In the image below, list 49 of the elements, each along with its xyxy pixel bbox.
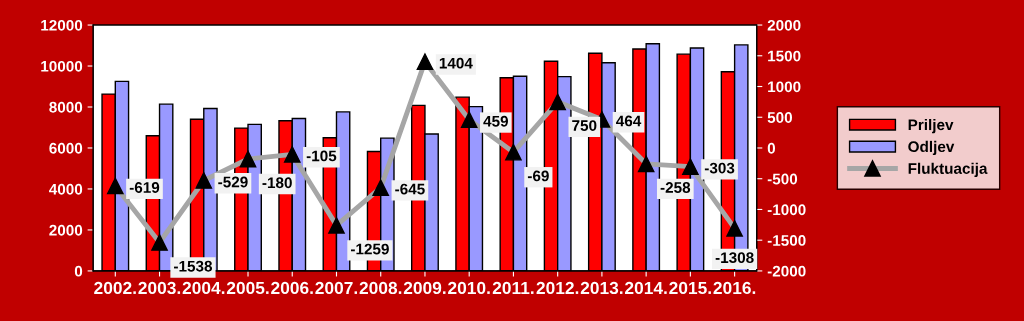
- x-tick-label: 2009.: [403, 281, 446, 295]
- x-tick-label: 2011.: [492, 281, 534, 295]
- y2-tick-label: -2000: [767, 265, 806, 277]
- x-tick-label: 2002.: [94, 281, 136, 295]
- y2-tick-label: -1000: [767, 204, 806, 216]
- y2-tick-label: 1500: [768, 50, 801, 62]
- data-label: -258: [660, 182, 691, 193]
- legend-label: Fluktuacija: [908, 162, 988, 177]
- y-tick-label: 12000: [41, 19, 83, 31]
- x-tick-label: 2015.: [669, 281, 711, 295]
- y2-tick-label: 2000: [767, 19, 801, 31]
- data-label: -1259: [350, 243, 389, 255]
- data-label: 1404: [439, 57, 473, 69]
- data-label: -303: [704, 162, 735, 174]
- y-tick-label: 6000: [49, 142, 83, 154]
- y-tick-label: 2000: [49, 224, 83, 236]
- y2-tick-label: 1000: [768, 81, 801, 93]
- data-label: -105: [306, 150, 337, 162]
- y-tick-label: 0: [74, 265, 83, 277]
- legend-label: Priljev: [908, 118, 954, 134]
- x-tick-label: 2008.: [359, 281, 402, 295]
- data-label: -529: [218, 176, 248, 188]
- data-label: -645: [395, 183, 425, 195]
- data-label: -1308: [715, 252, 754, 264]
- y-tick-label: 10000: [41, 60, 83, 72]
- x-tick-label: 2004.: [182, 281, 225, 295]
- x-tick-label: 2014.: [625, 281, 667, 295]
- data-label: -1538: [174, 260, 213, 272]
- y2-tick-label: -500: [767, 173, 798, 185]
- data-label: 464: [616, 115, 642, 127]
- x-tick-label: 2005.: [226, 281, 269, 295]
- x-tick-label: 2003.: [138, 281, 181, 295]
- data-label: 750: [572, 120, 597, 131]
- x-tick-label: 2013.: [580, 281, 623, 295]
- data-label: -180: [262, 177, 292, 189]
- x-tick-label: 2012.: [536, 281, 579, 295]
- data-label: 459: [483, 115, 509, 127]
- y2-tick-label: 500: [767, 112, 793, 123]
- x-tick-label: 2016.: [713, 281, 756, 295]
- y2-tick-label: 0: [767, 142, 776, 154]
- x-tick-label: 2010.: [448, 281, 490, 295]
- y2-tick-label: -1500: [767, 235, 806, 246]
- x-tick-label: 2006.: [271, 281, 313, 295]
- data-label: -619: [129, 182, 160, 193]
- legend-label: Odljev: [908, 140, 955, 156]
- data-label: -69: [527, 170, 549, 182]
- y-tick-label: 4000: [49, 183, 83, 195]
- y-tick-label: 8000: [49, 101, 83, 113]
- x-tick-label: 2007.: [315, 281, 358, 295]
